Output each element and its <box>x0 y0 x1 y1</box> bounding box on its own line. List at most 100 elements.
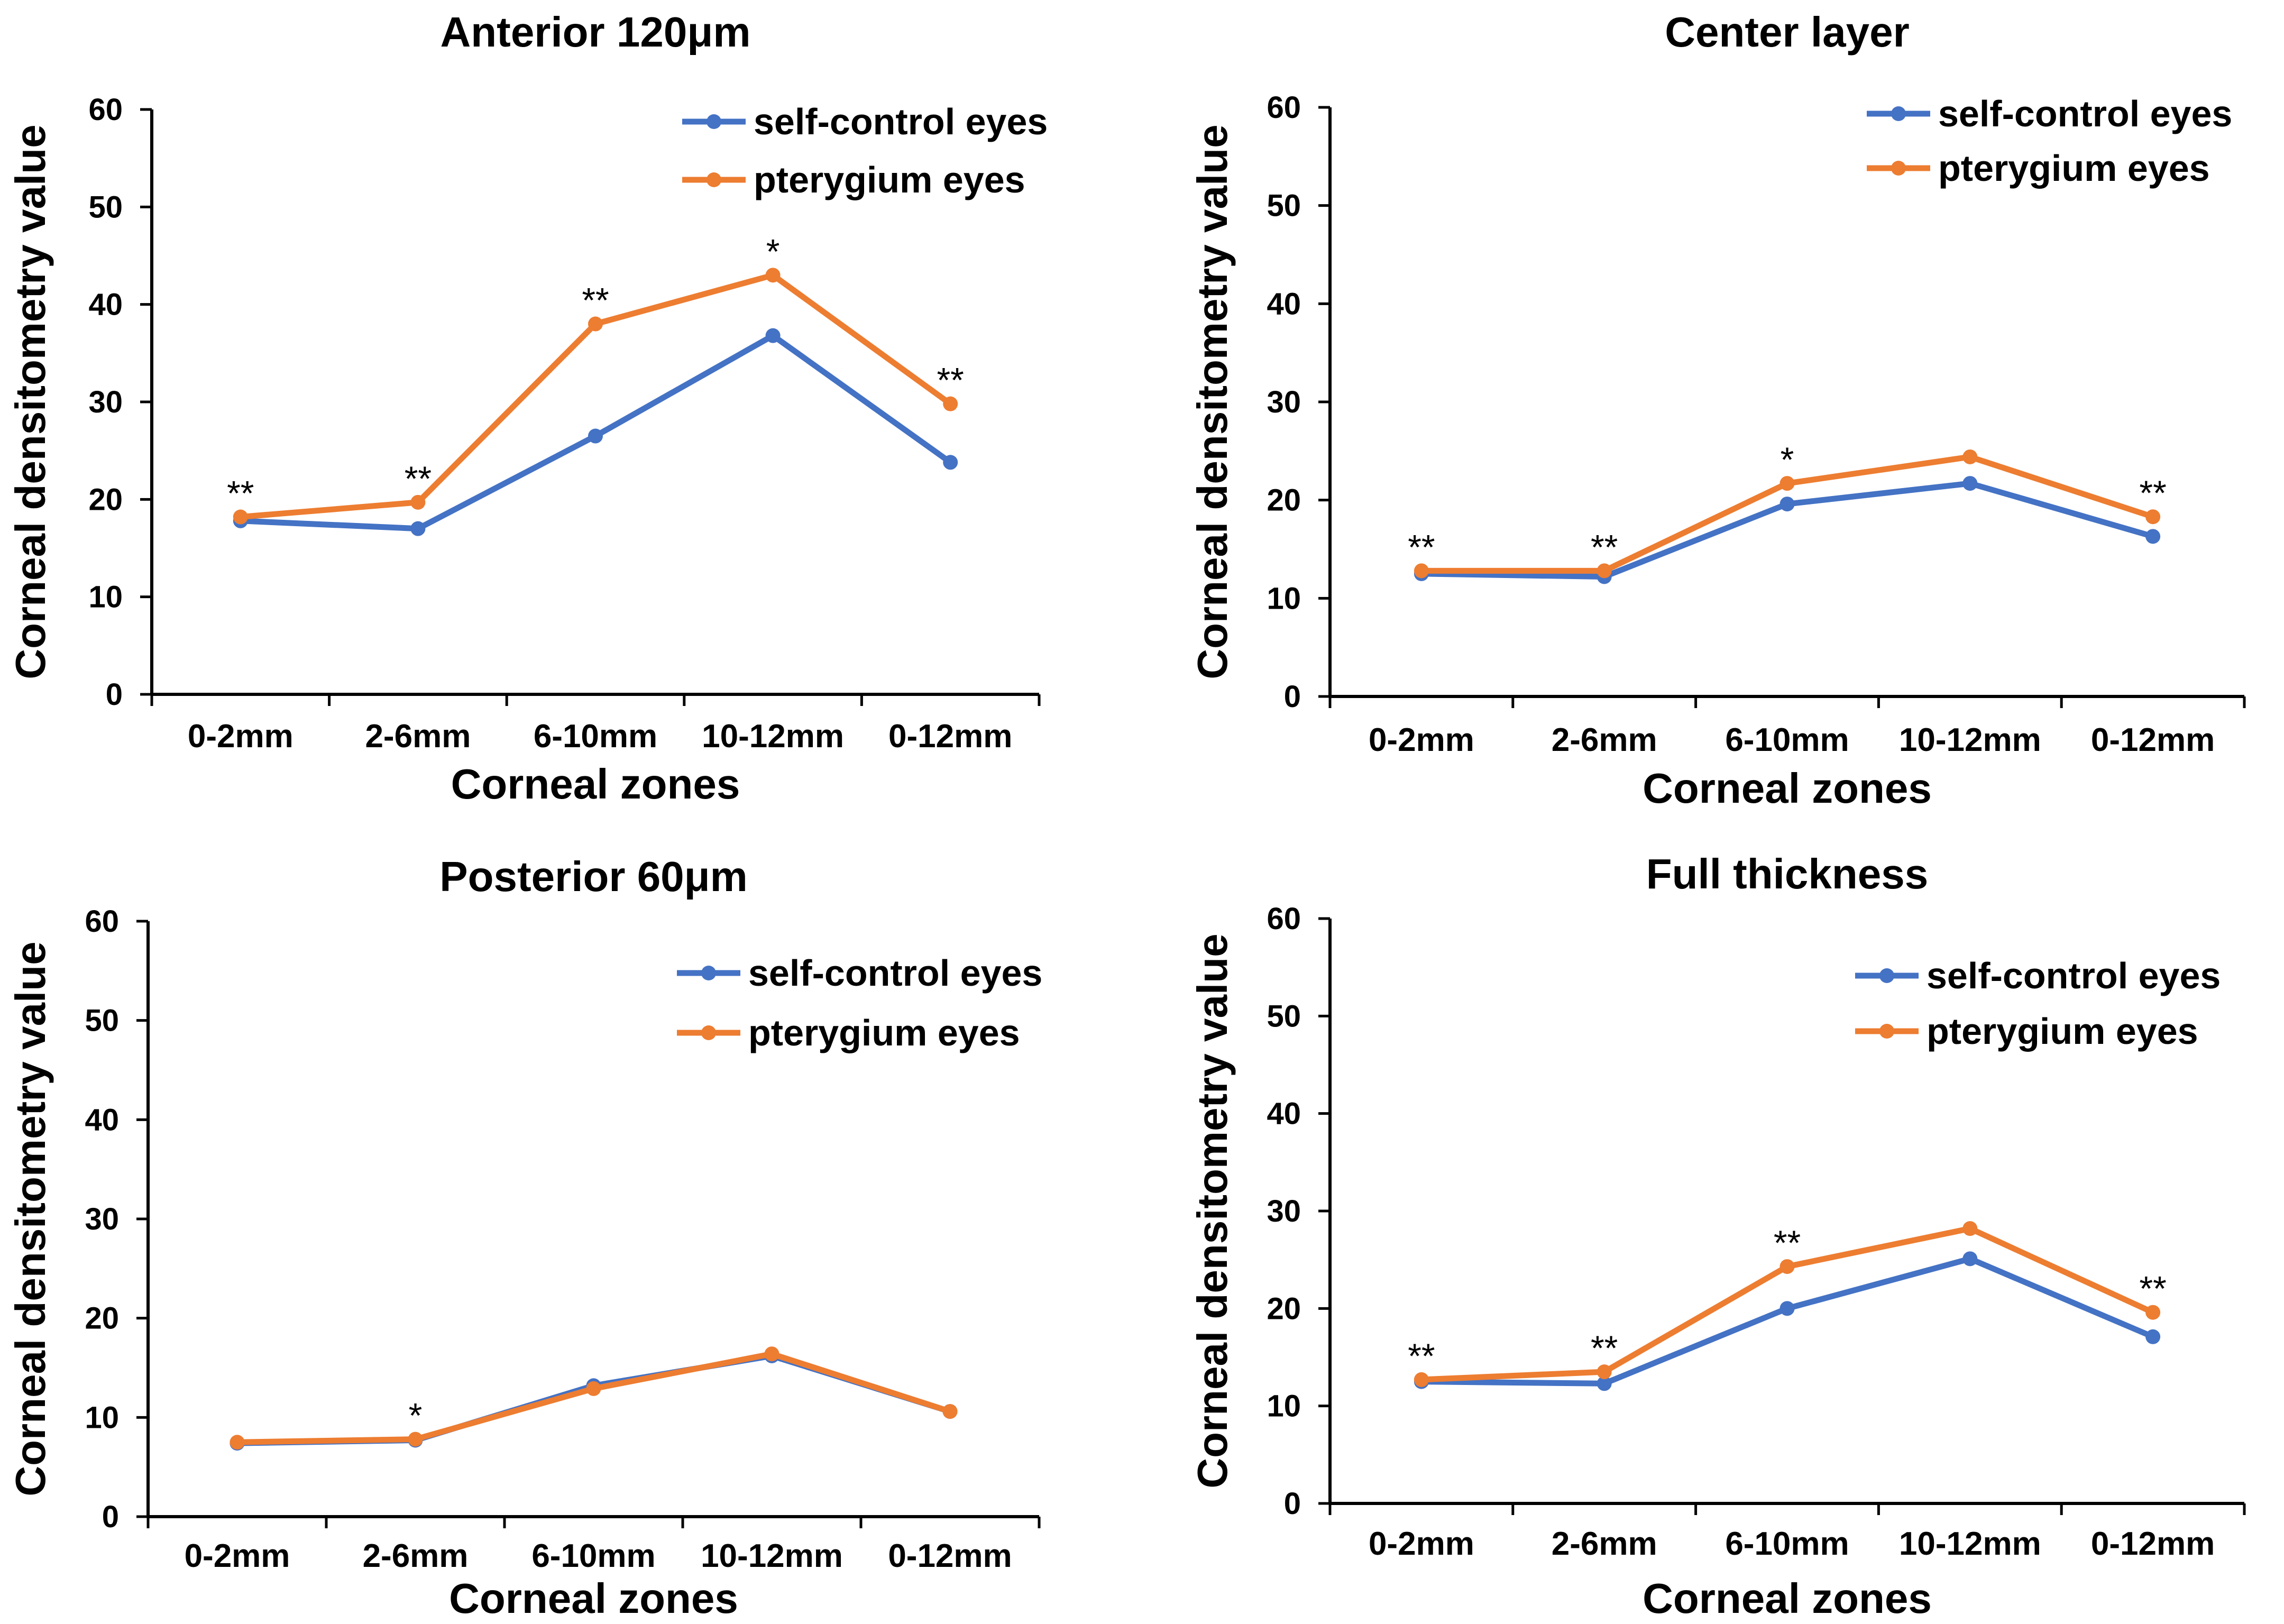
legend-marker <box>1891 106 1906 121</box>
y-tick-label: 0 <box>102 1500 119 1534</box>
data-point-self-control <box>765 328 781 343</box>
data-point-pterygium <box>586 1381 601 1396</box>
series-line-self-control <box>1421 1255 2154 1387</box>
x-tick-label: 6-10mm <box>534 718 657 755</box>
data-point-pterygium <box>1779 476 1795 491</box>
x-tick-label: 6-10mm <box>1725 1526 1849 1562</box>
data-point-pterygium <box>410 494 426 510</box>
panel-posterior: Posterior 60μm 0 10 20 30 40 50 60 0-2mm 2-6mm 6-1… <box>7 853 1042 1622</box>
x-tick-label: 0-12mm <box>2091 722 2215 758</box>
y-tick-label: 30 <box>88 385 123 419</box>
y-tick-label: 60 <box>1267 902 1301 936</box>
x-tick-label: 10-12mm <box>702 718 844 755</box>
y-tick-label: 40 <box>1267 1097 1301 1131</box>
significance-marker: * <box>409 1396 423 1435</box>
data-point-self-control <box>2145 1329 2161 1344</box>
y-tick-label: 30 <box>1267 1194 1301 1228</box>
y-axis-label: Corneal densitometry value <box>7 941 54 1496</box>
data-point-pterygium <box>1597 1364 1612 1380</box>
x-axis-label: Corneal zones <box>449 1575 738 1622</box>
data-point-pterygium <box>1962 449 1978 464</box>
panel-center-layer: Center layer 0 10 20 30 40 50 60 0-2mm 2-6mm 6-10m… <box>1189 8 2246 812</box>
data-point-pterygium <box>1414 563 1429 579</box>
significance-marker: ** <box>405 459 432 498</box>
data-point-pterygium <box>1779 1259 1795 1274</box>
chart-title: Center layer <box>1665 8 1909 56</box>
legend-marker <box>701 966 716 980</box>
y-tick-label: 40 <box>1267 287 1301 321</box>
data-point-pterygium <box>764 1346 779 1362</box>
y-tick-label: 20 <box>88 482 123 517</box>
legend-marker <box>1879 1024 1894 1039</box>
data-point-pterygium <box>2145 1305 2161 1320</box>
y-tick-label: 0 <box>1284 680 1301 714</box>
significance-marker: * <box>1781 440 1794 479</box>
legend-marker <box>1891 161 1906 176</box>
significance-marker: ** <box>1408 527 1435 566</box>
y-tick-label: 50 <box>85 1004 119 1038</box>
x-tick-label: 0-2mm <box>188 718 293 755</box>
data-point-pterygium <box>765 268 781 283</box>
significance-marker: ** <box>1591 1328 1618 1368</box>
data-point-pterygium <box>588 316 603 332</box>
x-tick-label: 0-2mm <box>185 1538 290 1574</box>
series-line-self-control <box>237 1353 951 1446</box>
data-point-pterygium <box>2145 509 2161 525</box>
x-axis-label: Corneal zones <box>1643 1575 1932 1622</box>
significance-marker: ** <box>1408 1336 1435 1375</box>
significance-marker: ** <box>937 361 964 400</box>
y-tick-label: 30 <box>1267 385 1301 419</box>
x-tick-label: 0-12mm <box>888 1538 1012 1574</box>
legend-label: self-control eyes <box>1927 955 2221 996</box>
data-point-pterygium <box>230 1435 245 1450</box>
x-tick-label: 2-6mm <box>1552 722 1657 758</box>
data-point-pterygium <box>1962 1221 1978 1236</box>
significance-marker: ** <box>1591 527 1618 566</box>
y-tick-label: 60 <box>85 904 119 939</box>
x-tick-label: 10-12mm <box>701 1538 843 1574</box>
y-tick-label: 20 <box>1267 483 1301 518</box>
x-tick-label: 2-6mm <box>1552 1526 1657 1562</box>
legend-label: self-control eyes <box>748 952 1042 994</box>
data-point-pterygium <box>943 396 958 411</box>
y-tick-label: 60 <box>88 93 123 127</box>
chart-title: Full thickness <box>1646 850 1928 897</box>
significance-marker: * <box>766 232 780 271</box>
legend-marker <box>707 172 721 187</box>
y-tick-label: 10 <box>88 580 123 614</box>
x-tick-label: 0-2mm <box>1369 722 1474 758</box>
data-point-self-control <box>588 428 603 444</box>
legend-label: pterygium eyes <box>754 159 1025 200</box>
series-line-pterygium <box>237 1351 951 1445</box>
x-tick-label: 10-12mm <box>1899 1526 2041 1562</box>
data-point-pterygium <box>233 509 248 525</box>
x-axis-label: Corneal zones <box>451 760 740 808</box>
data-point-self-control <box>2145 529 2161 544</box>
legend-label: pterygium eyes <box>1938 148 2210 189</box>
panel-anterior: Anterior 120μm 0 10 20 30 40 50 60 0-2mm 2-6mm 6-1… <box>7 8 1048 808</box>
significance-marker: ** <box>2139 473 2166 512</box>
significance-marker: ** <box>227 474 254 513</box>
y-tick-label: 0 <box>1284 1487 1301 1521</box>
significance-marker: ** <box>2139 1269 2166 1308</box>
x-tick-label: 6-10mm <box>1725 722 1849 758</box>
legend-marker <box>1879 968 1894 983</box>
y-tick-label: 20 <box>85 1301 119 1336</box>
legend-label: self-control eyes <box>754 101 1048 142</box>
data-point-self-control <box>410 521 426 536</box>
data-point-pterygium <box>408 1432 423 1447</box>
significance-marker: ** <box>582 281 609 320</box>
y-tick-label: 10 <box>1267 581 1301 616</box>
y-tick-label: 10 <box>85 1400 119 1435</box>
legend-label: pterygium eyes <box>1927 1011 2198 1052</box>
panel-full-thickness: Full thickness 0 10 20 30 40 50 60 0-2mm 2-6mm 6-1… <box>1189 850 2246 1622</box>
data-point-self-control <box>1779 1301 1795 1316</box>
y-tick-label: 40 <box>88 288 123 322</box>
data-point-self-control <box>1962 1251 1978 1267</box>
y-tick-label: 30 <box>85 1202 119 1236</box>
x-tick-label: 10-12mm <box>1899 722 2041 758</box>
legend-marker <box>701 1025 716 1040</box>
data-point-self-control <box>1962 476 1978 491</box>
data-point-self-control <box>1779 497 1795 512</box>
